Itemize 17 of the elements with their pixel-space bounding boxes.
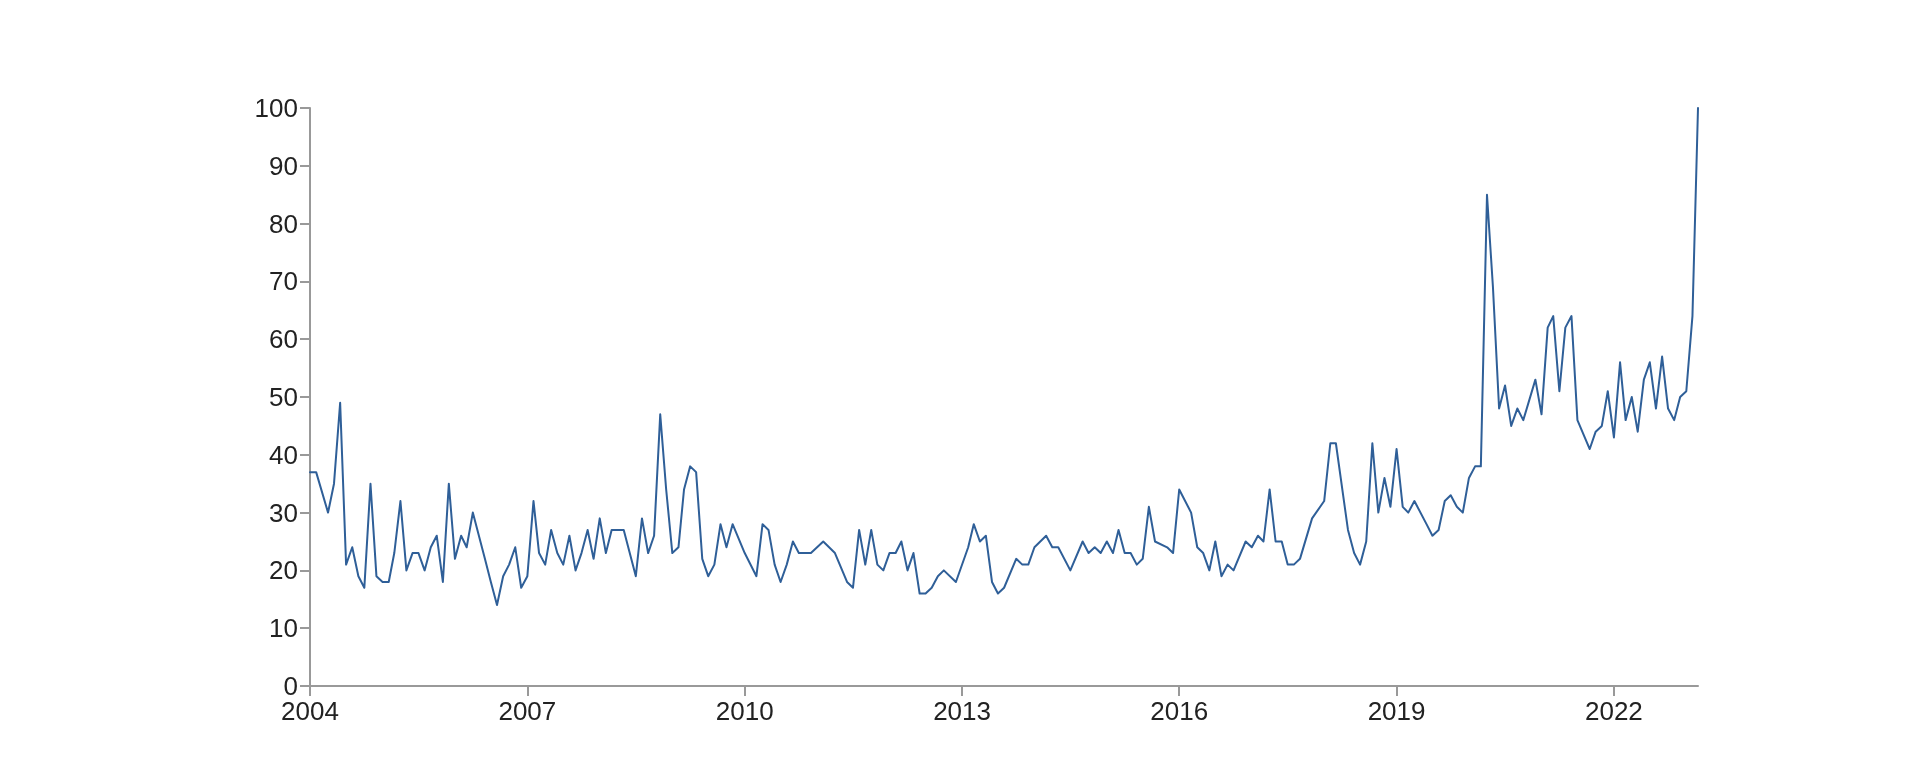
y-tick-label: 90 <box>269 150 298 181</box>
x-tick-label: 2013 <box>933 696 991 726</box>
y-tick-label: 50 <box>269 382 298 412</box>
line-series <box>309 107 1699 607</box>
x-tick-label: 2016 <box>1150 696 1209 726</box>
x-tick-label: 2007 <box>498 696 557 726</box>
y-tick-label: 80 <box>269 208 298 239</box>
y-tick-label: 40 <box>269 439 298 470</box>
x-tick-label: 2010 <box>715 696 774 726</box>
y-tick-label: 30 <box>269 497 298 528</box>
y-tick-label: 70 <box>269 266 298 297</box>
x-tick-label: 2022 <box>1584 696 1643 726</box>
x-tick-label: 2019 <box>1367 696 1426 726</box>
y-tick-label: 10 <box>269 613 298 644</box>
y-tick-label: 60 <box>269 324 298 355</box>
y-tick-label: 20 <box>269 555 298 586</box>
y-tick-label: 100 <box>254 93 298 123</box>
